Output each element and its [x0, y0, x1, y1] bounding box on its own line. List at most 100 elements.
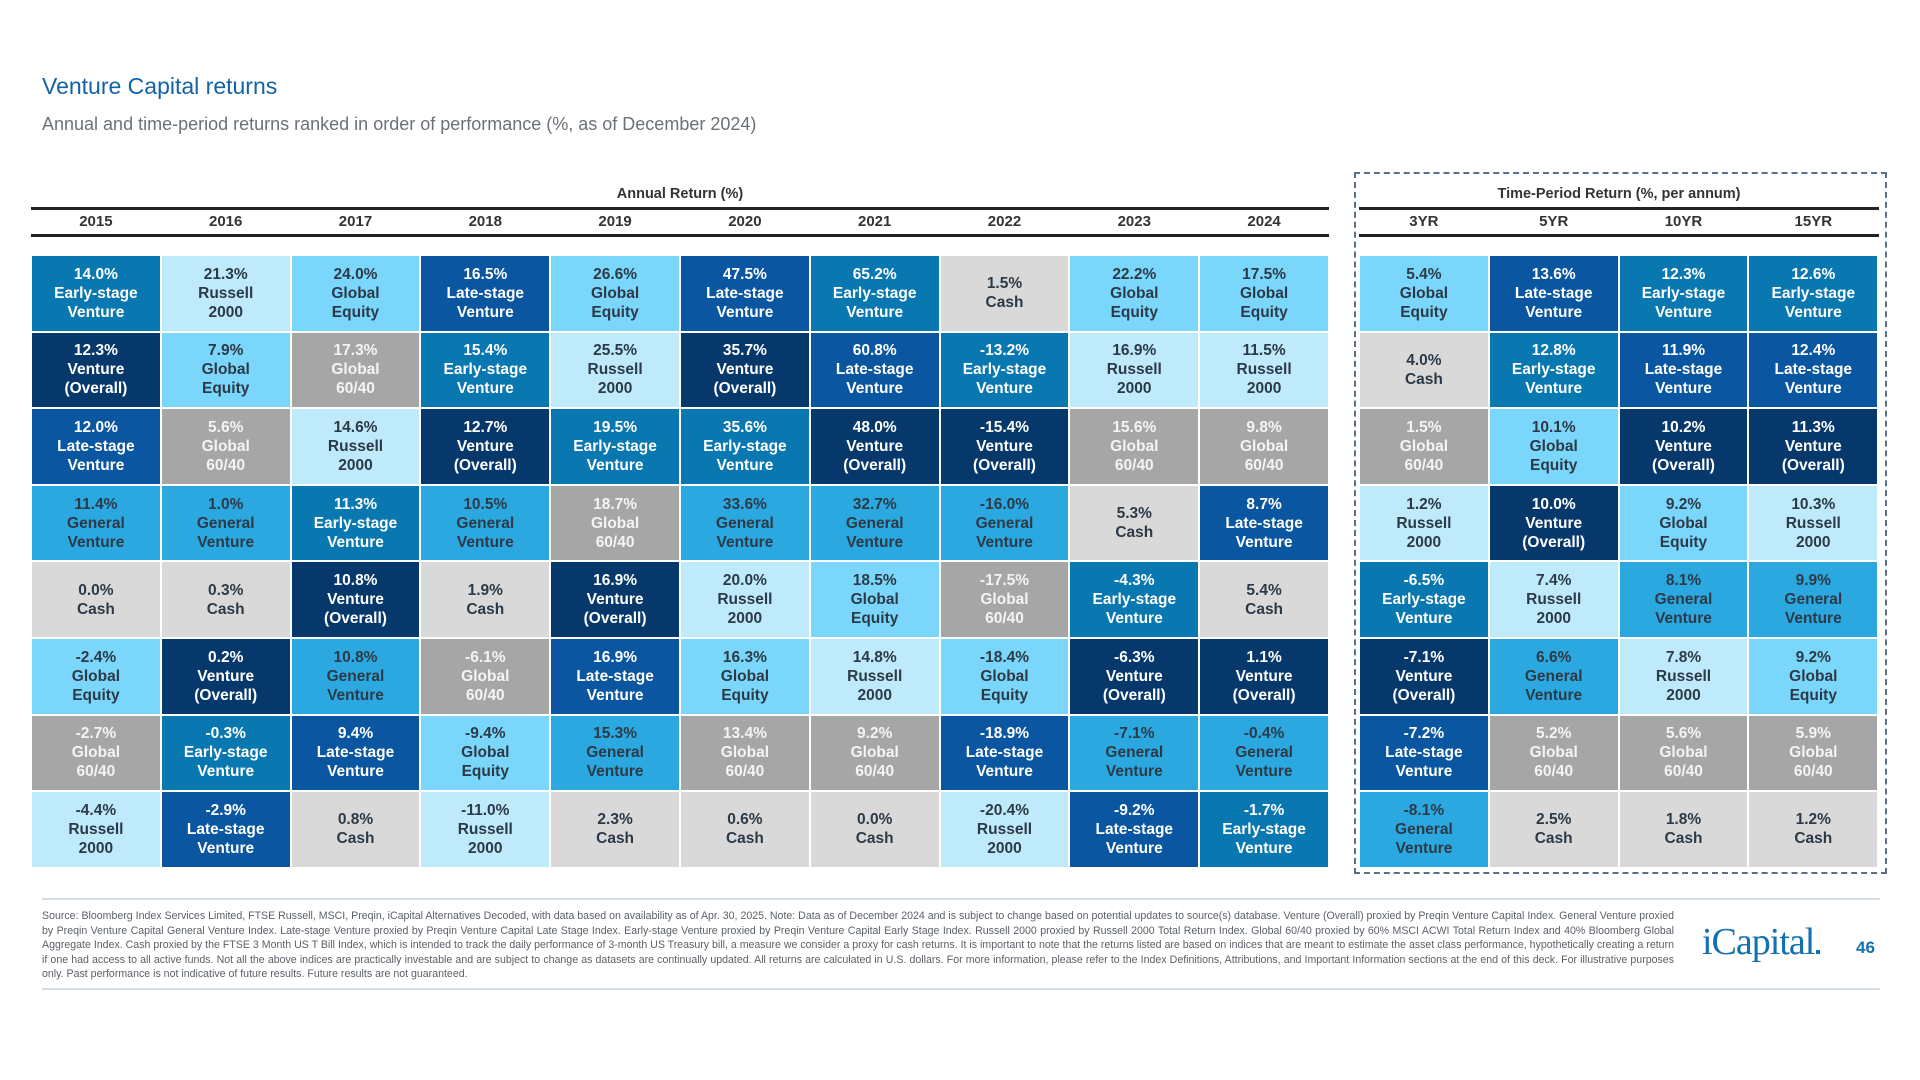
- return-value: 17.3%: [333, 342, 378, 360]
- return-value: 17.5%: [1242, 265, 1287, 283]
- time-period-label: Time-Period Return (%, per annum): [1497, 186, 1741, 202]
- return-cell-equity: 22.2% Global Equity: [1070, 256, 1199, 331]
- return-cell-russell: 7.4% Russell 2000: [1489, 562, 1618, 637]
- return-cell-early: 14.0% Early-stage Venture: [32, 256, 160, 331]
- asset-label: General: [586, 744, 644, 762]
- return-cell-general: 1.0% General Venture: [161, 485, 290, 561]
- return-cell-overall: -7.1% Venture (Overall): [1360, 639, 1488, 714]
- return-value: 15.3%: [593, 725, 638, 743]
- return-cell-equity: -18.4% Global Equity: [940, 639, 1069, 714]
- asset-label: Global: [201, 437, 250, 455]
- return-value: 12.3%: [73, 342, 118, 360]
- return-value: -4.4%: [75, 801, 117, 819]
- asset-label: Venture: [1395, 667, 1453, 685]
- asset-label: Cash: [336, 830, 375, 848]
- asset-label: Late-stage: [1514, 284, 1593, 302]
- asset-label: Venture: [1105, 667, 1163, 685]
- column-header: 2020: [728, 213, 762, 230]
- asset-label: Venture: [716, 533, 774, 551]
- return-value: 9.4%: [337, 725, 374, 743]
- asset-label: Cash: [1794, 830, 1833, 848]
- return-value: 14.6%: [333, 418, 378, 436]
- return-cell-late: 16.5% Late-stage Venture: [421, 256, 550, 331]
- return-cell-equity: 9.2% Global Equity: [1619, 485, 1748, 561]
- asset-label: Global: [1659, 514, 1708, 532]
- return-value: 5.4%: [1406, 265, 1442, 283]
- asset-label: Equity: [980, 686, 1029, 704]
- asset-label: Early-stage: [962, 361, 1047, 379]
- asset-label: Cash: [725, 830, 764, 848]
- column-header: 2015: [79, 213, 113, 230]
- return-value: 35.6%: [722, 418, 767, 436]
- asset-label: Venture: [1525, 380, 1583, 398]
- return-cell-equity: 5.4% Global Equity: [1360, 256, 1488, 331]
- page-subtitle: Annual and time-period returns ranked in…: [42, 114, 757, 134]
- asset-label: 2000: [338, 456, 373, 474]
- return-cell-overall: 10.8% Venture (Overall): [291, 562, 420, 637]
- return-value: 5.4%: [1246, 581, 1282, 599]
- asset-label: General: [67, 514, 125, 532]
- asset-label: Venture: [976, 533, 1033, 551]
- icapital-logo: iCapital: [1702, 920, 1821, 964]
- return-cell-late: -18.9% Late-stage Venture: [940, 715, 1069, 791]
- asset-label: Early-stage: [703, 437, 787, 455]
- asset-label: (Overall): [453, 456, 517, 474]
- return-value: 16.9%: [593, 572, 638, 590]
- return-value: -13.2%: [979, 342, 1030, 360]
- return-cell-general: 10.5% General Venture: [421, 485, 550, 561]
- return-value: 5.6%: [1665, 725, 1702, 743]
- return-cell-early: 12.6% Early-stage Venture: [1749, 256, 1878, 331]
- asset-label: Venture: [456, 533, 514, 551]
- return-value: 12.6%: [1791, 265, 1836, 283]
- asset-label: Venture: [456, 380, 514, 398]
- logo-dot: [1816, 950, 1821, 954]
- return-cell-equity: -2.4% Global Equity: [32, 639, 160, 714]
- return-cell-late: 60.8% Late-stage Venture: [810, 332, 939, 408]
- return-cell-late: -9.2% Late-stage Venture: [1070, 792, 1199, 867]
- return-value: 21.3%: [203, 265, 248, 283]
- asset-label: Global: [71, 667, 121, 685]
- return-cell-cash: 1.5% Cash: [940, 256, 1069, 331]
- asset-label: Global: [980, 667, 1029, 685]
- return-value: -2.7%: [75, 725, 117, 743]
- return-value: -6.3%: [1114, 648, 1155, 666]
- return-cell-sixty: -2.7% Global 60/40: [32, 715, 160, 791]
- return-value: -18.4%: [979, 648, 1030, 666]
- return-value: 12.4%: [1791, 342, 1836, 360]
- return-value: 0.6%: [727, 811, 763, 829]
- asset-label: Equity: [461, 763, 509, 781]
- asset-label: Venture: [1525, 514, 1583, 532]
- return-value: -17.5%: [979, 572, 1030, 590]
- return-cell-equity: 18.5% Global Equity: [810, 562, 939, 637]
- return-value: 9.8%: [1246, 418, 1282, 436]
- return-cell-early: -6.5% Early-stage Venture: [1360, 562, 1488, 637]
- return-cell-early: -13.2% Early-stage Venture: [940, 332, 1069, 408]
- return-value: 14.8%: [852, 648, 897, 666]
- asset-label: Late-stage: [1774, 361, 1853, 379]
- asset-label: Venture: [1105, 763, 1163, 781]
- asset-label: (Overall): [583, 610, 647, 628]
- return-cell-cash: 2.3% Cash: [551, 792, 679, 867]
- asset-label: (Overall): [1102, 686, 1166, 704]
- asset-label: Venture: [846, 533, 904, 551]
- return-cell-equity: 26.6% Global Equity: [551, 256, 679, 331]
- asset-label: Early-stage: [1511, 361, 1596, 379]
- asset-label: Venture: [197, 839, 255, 857]
- asset-label: Venture: [716, 456, 774, 474]
- asset-label: 60/40: [1244, 456, 1284, 474]
- return-value: -2.4%: [75, 648, 117, 666]
- asset-label: Early-stage: [313, 514, 398, 532]
- asset-label: Global: [331, 361, 380, 379]
- return-value: 1.0%: [208, 495, 244, 513]
- asset-label: 2000: [1666, 686, 1701, 704]
- return-cell-late: 12.0% Late-stage Venture: [32, 409, 160, 484]
- return-value: 13.6%: [1531, 265, 1576, 283]
- asset-label: (Overall): [713, 380, 777, 398]
- return-cell-overall: 16.9% Venture (Overall): [551, 562, 679, 637]
- asset-label: Late-stage: [186, 820, 265, 838]
- return-cell-equity: 16.3% Global Equity: [681, 639, 809, 714]
- return-value: 11.3%: [333, 495, 378, 513]
- asset-label: 2000: [597, 380, 633, 398]
- asset-label: Early-stage: [573, 437, 657, 455]
- asset-label: Russell: [1106, 361, 1162, 379]
